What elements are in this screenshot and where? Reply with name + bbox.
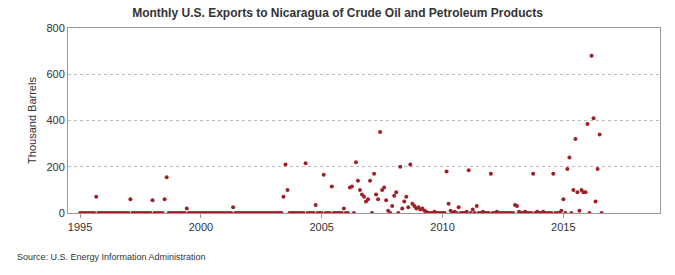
svg-text:600: 600: [46, 68, 64, 80]
svg-text:Thousand Barrels: Thousand Barrels: [26, 77, 38, 164]
svg-text:2010: 2010: [430, 221, 454, 233]
svg-text:1995: 1995: [68, 221, 92, 233]
svg-text:0: 0: [59, 207, 65, 219]
svg-text:200: 200: [46, 161, 64, 173]
svg-text:2005: 2005: [309, 221, 333, 233]
svg-text:400: 400: [46, 114, 64, 126]
svg-text:Source: U.S. Energy Informatio: Source: U.S. Energy Information Administ…: [17, 252, 206, 262]
svg-text:Monthly U.S. Exports to Nicara: Monthly U.S. Exports to Nicaragua of Cru…: [132, 6, 543, 20]
svg-text:2015: 2015: [551, 221, 575, 233]
svg-text:2000: 2000: [189, 221, 213, 233]
svg-text:800: 800: [46, 22, 64, 34]
